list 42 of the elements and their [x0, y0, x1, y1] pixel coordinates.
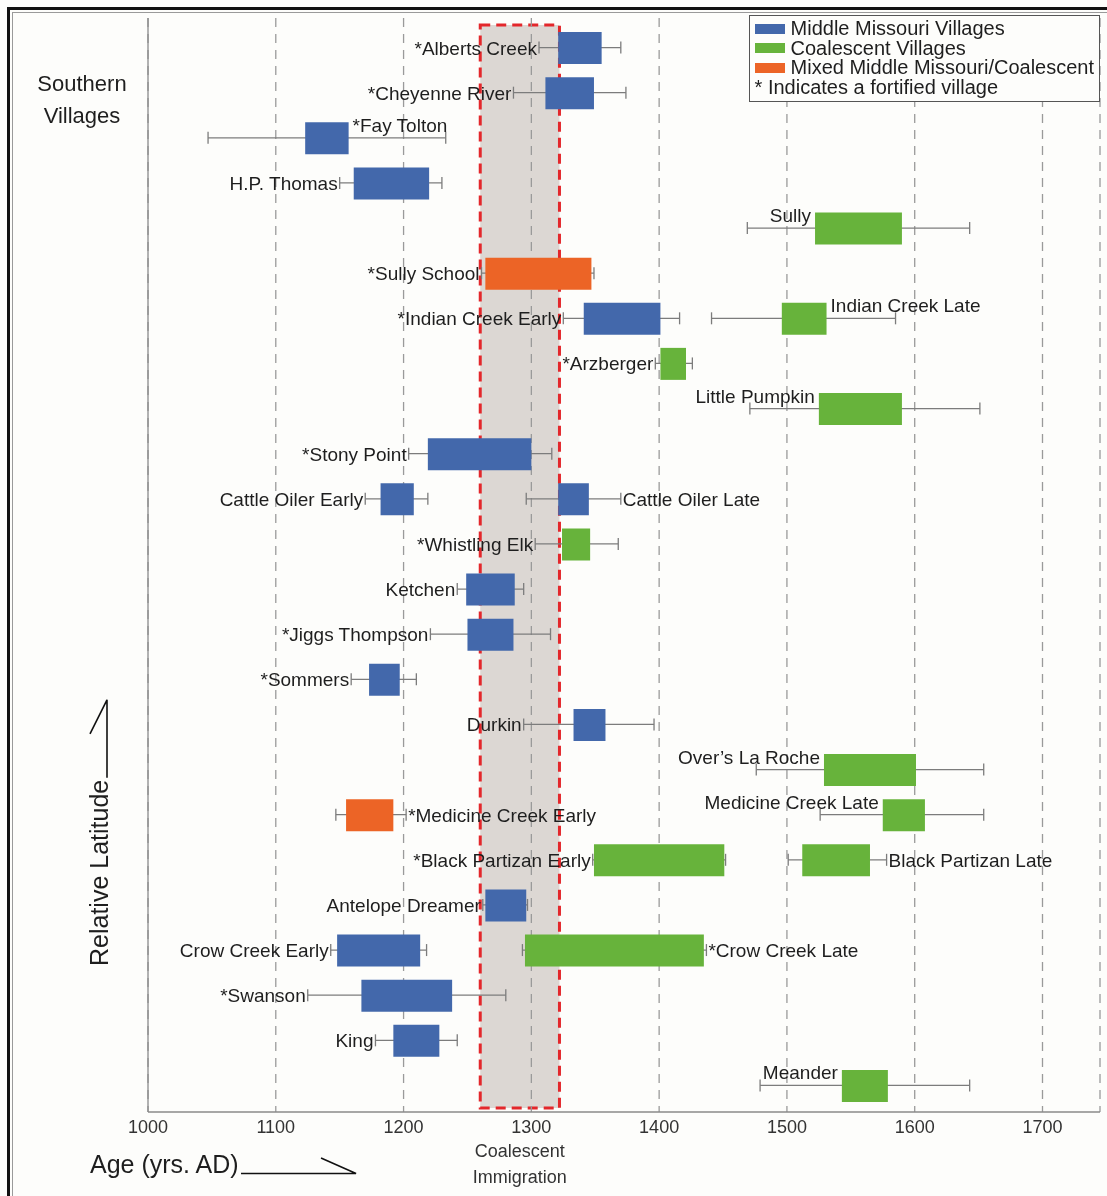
data-label: King: [335, 1029, 374, 1051]
data-label: Little Pumpkin: [695, 385, 815, 407]
data-label: Meander: [762, 1062, 839, 1084]
annotation: * Indicates a fortified village: [754, 75, 999, 98]
x-tick-label: 1000: [127, 1116, 169, 1137]
x-tick-label: 1300: [511, 1116, 552, 1137]
data-label: *Arzberger: [562, 352, 654, 374]
data-label: Cattle Oiler Late: [622, 488, 761, 510]
x-tick-label: 1200: [383, 1116, 424, 1137]
data-label: Sully: [769, 205, 812, 227]
x-axis-title: Age (yrs. AD): [90, 1150, 239, 1178]
data-label: Black Partizan Late: [888, 849, 1053, 871]
data-label: *Sully School: [367, 262, 480, 284]
data-label: *Whistling Elk: [417, 533, 534, 555]
data-label: Indian Creek Late: [830, 295, 981, 317]
legend-label: Coalescent Villages: [790, 36, 966, 59]
data-label: *Jiggs Thompson: [281, 623, 429, 645]
x-tick-label: 1500: [766, 1116, 807, 1137]
data-label: Durkin: [466, 713, 522, 735]
data-label: *Stony Point: [302, 443, 408, 465]
x-tick-label: 1100: [256, 1116, 296, 1137]
x-tick-label: 1700: [1022, 1116, 1063, 1137]
data-label: H.P. Thomas: [229, 172, 338, 194]
data-label: Ketchen: [385, 578, 456, 600]
data-label: Cattle Oiler Early: [219, 488, 364, 510]
data-label: *Alberts Creek: [414, 37, 538, 59]
data-label: *Sommers: [260, 668, 350, 690]
x-tick-label: 1600: [894, 1116, 935, 1137]
legend-label: Middle Missouri Villages: [790, 17, 1005, 39]
y-axis-title: Relative Latitude: [85, 779, 113, 966]
data-label: *Cheyenne River: [367, 82, 513, 104]
data-label: *Crow Creek Late: [708, 939, 859, 961]
data-label: *Swanson: [220, 984, 306, 1006]
data-label: Antelope Dreamer: [326, 894, 482, 916]
data-label: Crow Creek Early: [179, 939, 330, 961]
data-label: *Black Partizan Early: [413, 849, 592, 871]
data-label: *Fay Tolton: [352, 114, 448, 136]
x-tick-label: 1400: [639, 1116, 680, 1137]
data-label: Over’s La Roche: [678, 746, 820, 768]
band-label: Coalescent Immigration: [472, 1141, 567, 1187]
data-label: Medicine Creek Late: [704, 791, 879, 813]
text: Southern Villages: [37, 71, 127, 128]
